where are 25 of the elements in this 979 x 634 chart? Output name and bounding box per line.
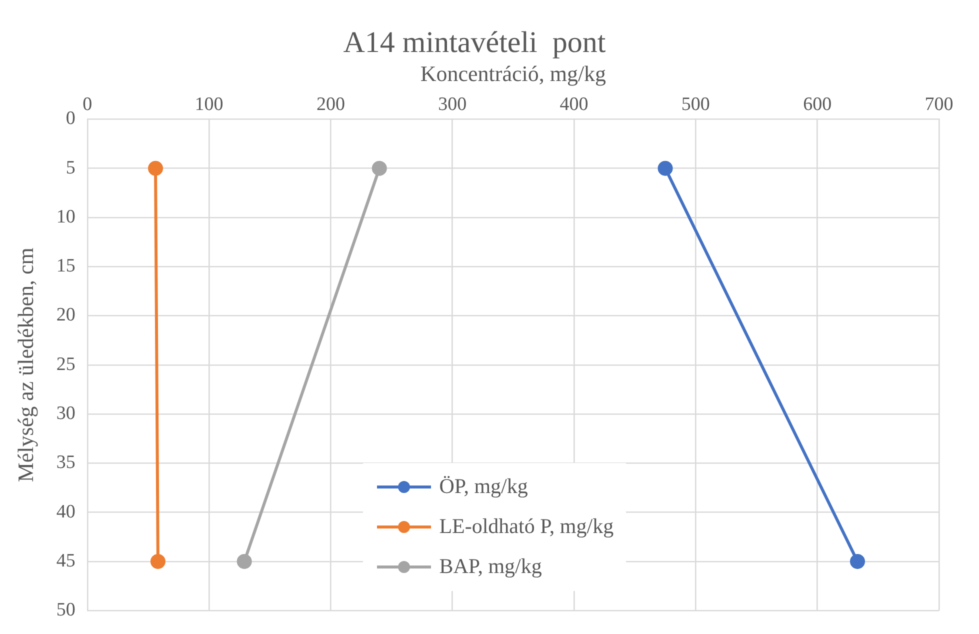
legend-label: ÖP, mg/kg: [439, 474, 528, 500]
y-tick-label: 10: [56, 206, 76, 228]
x-tick-label: 600: [803, 94, 832, 115]
y-tick-label: 35: [56, 452, 76, 474]
x-tick-label: 700: [924, 94, 954, 115]
x-axis-title: Koncentráció, mg/kg: [420, 60, 606, 86]
y-tick-label: 15: [56, 256, 76, 277]
y-tick-label: 50: [56, 600, 76, 621]
y-tick-label: 40: [56, 501, 76, 522]
x-tick-label: 0: [82, 94, 92, 115]
legend-label: BAP, mg/kg: [439, 554, 542, 580]
y-tick-label: 20: [56, 304, 76, 326]
x-tick-label: 200: [316, 94, 345, 115]
y-tick-label: 0: [66, 108, 76, 130]
x-tick-label: 100: [194, 94, 224, 115]
legend-label: LE-oldható P, mg/kg: [439, 514, 614, 540]
y-tick-label: 45: [56, 550, 76, 572]
x-tick-label: 300: [438, 94, 467, 115]
y-tick-label: 5: [66, 157, 76, 178]
chart-title: A14 mintavételi pont: [343, 26, 606, 59]
x-tick-label: 400: [560, 94, 588, 115]
y-tick-label: 25: [56, 354, 76, 375]
y-tick-label: 30: [56, 403, 76, 424]
y-axis-title: Mélység az üledékben, cm: [12, 248, 38, 482]
x-tick-label: 500: [681, 94, 710, 115]
